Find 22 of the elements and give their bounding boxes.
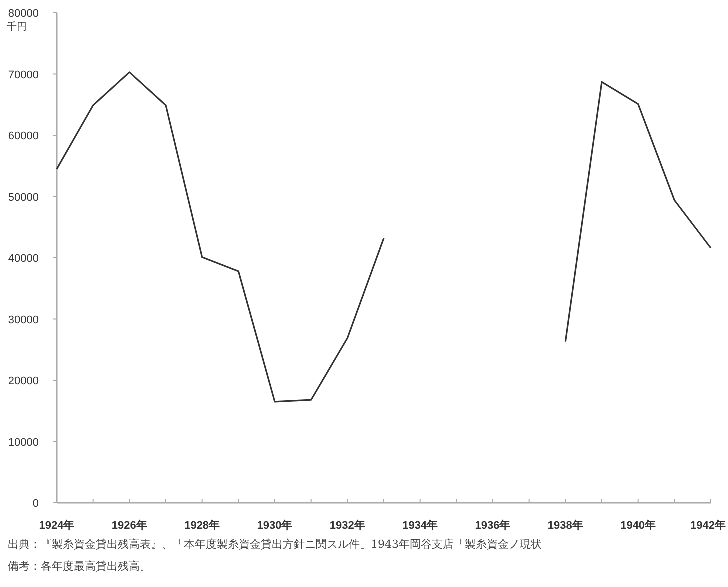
x-tick-label: 1932年 [330, 519, 366, 532]
x-tick-label: 1930年 [257, 519, 293, 532]
y-tick-label: 40000 [8, 253, 39, 265]
x-tick-label: 1924年 [39, 519, 75, 532]
y-tick-label: 0 [32, 498, 39, 510]
x-tick-label: 1940年 [620, 519, 656, 532]
y-tick-label: 10000 [8, 436, 39, 449]
x-tick-label: 1936年 [475, 519, 511, 532]
text: 備考：各年度最高貸出残高。 [8, 560, 151, 573]
x-tick-label: 1928年 [184, 519, 220, 532]
x-tick-label: 1942年 [690, 519, 726, 532]
y-axis-title: 千円 [7, 21, 27, 33]
x-tick-label: 1938年 [548, 519, 584, 532]
y-tick-label: 80000 [8, 8, 39, 20]
x-tick-label: 1926年 [112, 519, 148, 532]
y-tick-label: 30000 [8, 314, 39, 326]
source-note: 出典：『製糸資金貸出残高表』、「本年度製糸資金貸出方針ニ関スル件」1943年岡谷支店「製糸資金ノ現状 [8, 538, 542, 551]
y-tick-label: 50000 [8, 192, 39, 204]
y-tick-label: 20000 [8, 376, 39, 388]
y-tick-label: 70000 [8, 69, 39, 82]
x-tick-label: 1934年 [402, 519, 438, 532]
y-tick-label: 60000 [8, 130, 39, 142]
